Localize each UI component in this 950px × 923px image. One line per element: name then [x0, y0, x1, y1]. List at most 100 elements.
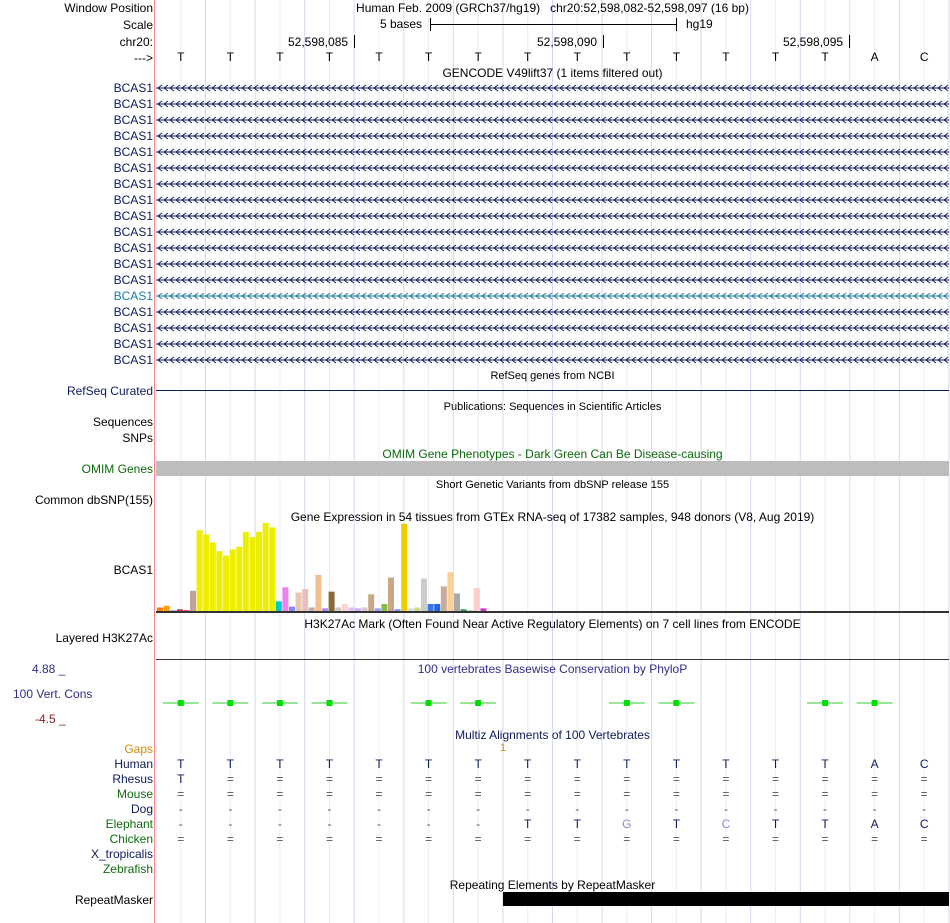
- snps-track-label[interactable]: SNPs: [122, 431, 153, 445]
- gencode-gene-feature[interactable]: [156, 274, 949, 286]
- multiz-base: -: [624, 802, 629, 816]
- cons-track-label[interactable]: 100 Vert. Cons: [13, 687, 93, 701]
- reference-base: T: [722, 50, 730, 64]
- multiz-track-title[interactable]: Multiz Alignments of 100 Vertebrates: [455, 728, 650, 742]
- repeatmasker-element[interactable]: [503, 892, 949, 906]
- gencode-gene-feature[interactable]: [156, 82, 949, 94]
- gencode-gene-label[interactable]: BCAS1: [113, 145, 153, 159]
- multiz-base: -: [773, 802, 778, 816]
- gencode-gene-feature[interactable]: [156, 162, 949, 174]
- gencode-gene-feature[interactable]: [156, 210, 949, 222]
- cons-wiggle-plot[interactable]: [156, 690, 950, 720]
- multiz-species-label[interactable]: Elephant: [105, 817, 153, 831]
- gencode-gene-feature[interactable]: [156, 226, 949, 238]
- scale-assembly: hg19: [686, 17, 713, 31]
- gencode-gene-feature[interactable]: [156, 306, 949, 318]
- refseq-gene-line[interactable]: [156, 390, 949, 391]
- gencode-gene-label[interactable]: BCAS1: [113, 225, 153, 239]
- multiz-base: =: [871, 772, 879, 786]
- multiz-species-label[interactable]: Human: [114, 757, 153, 771]
- gencode-gene-label[interactable]: BCAS1: [113, 161, 153, 175]
- gencode-gene-feature[interactable]: [156, 178, 949, 190]
- reference-base: T: [474, 50, 482, 64]
- gencode-gene-feature[interactable]: [156, 322, 949, 334]
- gencode-gene-label[interactable]: BCAS1: [113, 257, 153, 271]
- multiz-base: =: [425, 832, 433, 846]
- multiz-base: =: [871, 787, 879, 801]
- gtex-track-label[interactable]: BCAS1: [113, 563, 153, 577]
- multiz-species-label[interactable]: Zebrafish: [102, 862, 153, 876]
- gencode-gene-feature[interactable]: [156, 194, 949, 206]
- repeatmasker-track-title[interactable]: Repeating Elements by RepeatMasker: [449, 878, 656, 892]
- cons-track-title[interactable]: 100 vertebrates Basewise Conservation by…: [417, 662, 688, 676]
- h3k27ac-baseline: [156, 659, 949, 660]
- gencode-gene-label[interactable]: BCAS1: [113, 209, 153, 223]
- cons-score-mark: [276, 700, 283, 706]
- gencode-gene-label[interactable]: BCAS1: [113, 305, 153, 319]
- gencode-gene-feature[interactable]: [156, 258, 949, 270]
- publications-track-title[interactable]: Publications: Sequences in Scientific Ar…: [443, 401, 662, 413]
- gtex-tissue-bar: [223, 555, 229, 611]
- multiz-base: =: [375, 772, 383, 786]
- multiz-base: T: [771, 817, 780, 831]
- gtex-tissue-bar: [256, 531, 262, 611]
- gtex-tissue-bar: [176, 609, 183, 611]
- h3k27ac-track-title[interactable]: H3K27Ac Mark (Often Found Near Active Re…: [304, 617, 801, 631]
- gencode-gene-label[interactable]: BCAS1: [113, 193, 153, 207]
- multiz-species-label[interactable]: Chicken: [109, 832, 153, 846]
- gtex-tissue-bar: [249, 537, 256, 611]
- refseq-track-title[interactable]: RefSeq genes from NCBI: [490, 370, 615, 382]
- gencode-gene-feature[interactable]: [156, 114, 949, 126]
- gencode-track-title[interactable]: GENCODE V49lift37 (1 items filtered out): [442, 66, 663, 80]
- label-column-divider: [154, 0, 155, 923]
- gencode-gene-feature[interactable]: [156, 354, 949, 366]
- gencode-gene-label[interactable]: BCAS1: [113, 273, 153, 287]
- gencode-gene-label[interactable]: BCAS1: [113, 177, 153, 191]
- sequences-track-label[interactable]: Sequences: [92, 415, 153, 429]
- multiz-species-label[interactable]: Rhesus: [112, 772, 153, 786]
- reference-base: T: [276, 50, 284, 64]
- gencode-gene-feature[interactable]: [156, 130, 949, 142]
- gtex-tissue-bar: [196, 530, 203, 611]
- omim-track-title[interactable]: OMIM Gene Phenotypes - Dark Green Can Be…: [382, 447, 723, 461]
- gencode-gene-label[interactable]: BCAS1: [113, 113, 153, 127]
- gtex-bar-chart[interactable]: [156, 520, 536, 612]
- gencode-gene-feature[interactable]: [156, 338, 949, 350]
- omim-track-label[interactable]: OMIM Genes: [81, 462, 153, 476]
- gencode-gene-label[interactable]: BCAS1: [113, 129, 153, 143]
- gencode-gene-feature[interactable]: [156, 146, 949, 158]
- multiz-base: T: [722, 757, 730, 771]
- repeatmasker-track-label[interactable]: RepeatMasker: [74, 893, 153, 907]
- coord-tick-label: 52,598,090: [537, 35, 598, 49]
- refseq-track-label[interactable]: RefSeq Curated: [66, 384, 153, 398]
- gencode-gene-label[interactable]: BCAS1: [113, 337, 153, 351]
- multiz-species-label[interactable]: Mouse: [116, 787, 153, 801]
- gencode-gene-label[interactable]: BCAS1: [113, 321, 153, 335]
- gencode-gene-label[interactable]: BCAS1: [113, 353, 153, 367]
- multiz-base: -: [823, 802, 828, 816]
- omim-gene-bar[interactable]: [156, 461, 949, 476]
- gtex-tissue-bar: [374, 608, 381, 611]
- gencode-gene-label[interactable]: BCAS1: [113, 97, 153, 111]
- chrom-label: chr20:: [119, 35, 153, 49]
- multiz-base: C: [919, 817, 929, 831]
- gencode-gene-label[interactable]: BCAS1: [113, 241, 153, 255]
- gtex-tissue-bar: [295, 592, 302, 611]
- multiz-species-label[interactable]: Dog: [130, 802, 153, 816]
- dbsnp-track-title[interactable]: Short Genetic Variants from dbSNP releas…: [435, 479, 670, 491]
- multiz-base: =: [474, 772, 482, 786]
- gencode-gene-feature[interactable]: [156, 290, 949, 302]
- scale-label: Scale: [122, 18, 153, 32]
- cons-score-mark: [177, 700, 184, 706]
- multiz-species-label[interactable]: X_tropicalis: [90, 847, 153, 861]
- gencode-gene-label[interactable]: BCAS1: [113, 81, 153, 95]
- multiz-base: =: [623, 787, 631, 801]
- gtex-track-title[interactable]: Gene Expression in 54 tissues from GTEx …: [290, 510, 815, 524]
- dbsnp-track-label[interactable]: Common dbSNP(155): [34, 493, 153, 507]
- gencode-gene-feature[interactable]: [156, 98, 949, 110]
- gtex-tissue-bar: [275, 601, 282, 611]
- gencode-gene-feature[interactable]: [156, 242, 949, 254]
- gencode-gene-label[interactable]: BCAS1: [113, 289, 153, 303]
- h3k27ac-track-label[interactable]: Layered H3K27Ac: [55, 631, 153, 645]
- cons-max-label: 4.88 _: [32, 662, 66, 676]
